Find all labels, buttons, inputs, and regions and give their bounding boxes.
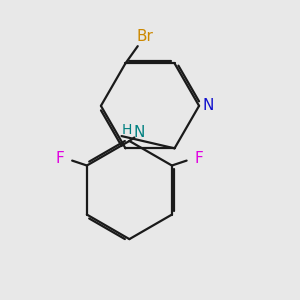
Text: H: H [121, 123, 132, 137]
Text: N: N [202, 98, 214, 113]
Text: F: F [56, 151, 64, 166]
Text: Br: Br [137, 29, 154, 44]
Text: F: F [194, 151, 203, 166]
Text: N: N [134, 125, 145, 140]
